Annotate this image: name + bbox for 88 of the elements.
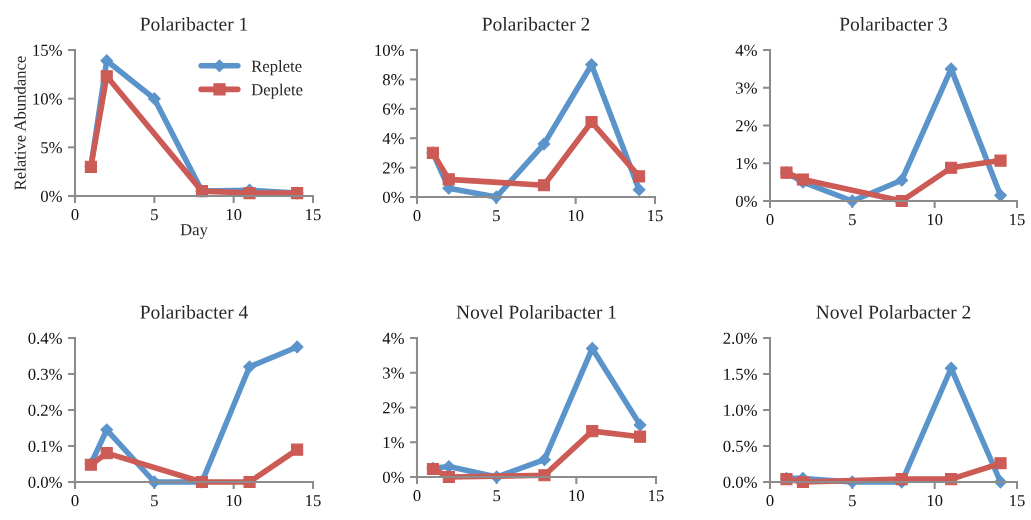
y-tick-label: 2% — [383, 402, 404, 414]
x-axis-title: Day — [180, 224, 208, 239]
point — [585, 342, 599, 355]
chart-title: Polaribacter 3 — [839, 17, 947, 31]
y-axis-title: Relative Abundance — [14, 56, 26, 190]
y-tick-label: 0% — [735, 195, 757, 207]
point — [633, 430, 647, 443]
point — [994, 457, 1007, 470]
x-tick-label: 15 — [648, 210, 663, 222]
x-tick-label: 5 — [849, 495, 856, 507]
y-tick-label: 10% — [33, 93, 62, 105]
y-tick-label: 1% — [736, 157, 757, 170]
point — [100, 423, 114, 437]
point — [633, 418, 647, 432]
x-tick-label: 10 — [927, 213, 943, 226]
y-tick-label: 0.5% — [723, 440, 757, 453]
y-tick-label: 0.0% — [723, 476, 757, 489]
x-tick-label: 5 — [151, 209, 158, 221]
point — [537, 179, 551, 192]
y-tick-label: 5% — [41, 142, 62, 154]
chart-title: Polaribacter 1 — [140, 17, 248, 31]
y-tick-label: 3% — [383, 367, 404, 379]
y-tick-label: 0.3% — [28, 368, 62, 381]
legend-label: Deplete — [251, 83, 303, 99]
point — [585, 115, 598, 129]
x-tick-label: 0 — [71, 208, 79, 221]
chart-title: Novel Polarbacter 2 — [816, 305, 971, 319]
y-tick-label: 0% — [40, 190, 62, 202]
y-tick-label: 3% — [736, 82, 757, 94]
x-tick-label: 5 — [849, 214, 856, 226]
x-tick-label: 5 — [493, 490, 501, 502]
x-tick-label: 0 — [71, 494, 79, 507]
point — [291, 443, 304, 456]
chart-title: Polaribacter 4 — [140, 305, 248, 319]
y-tick-label: 15% — [33, 44, 62, 56]
y-tick-label: 1% — [383, 436, 404, 449]
y-tick-label: 2.0% — [723, 332, 757, 345]
point — [290, 340, 304, 354]
y-tick-label: 2% — [383, 162, 404, 174]
x-tick-label: 10 — [226, 494, 242, 507]
point — [945, 161, 958, 174]
chart-title: Polaribacter 2 — [482, 17, 590, 31]
y-tick-label: 1.5% — [724, 368, 757, 381]
x-tick-label: 15 — [1010, 495, 1025, 507]
y-tick-label: 0.2% — [28, 404, 62, 417]
point — [147, 92, 161, 106]
point — [442, 460, 456, 473]
y-tick-label: 10% — [375, 44, 404, 56]
y-tick-label: 8% — [382, 74, 404, 86]
x-tick-label: 5 — [493, 210, 500, 222]
y-tick-label: 4% — [382, 332, 404, 344]
y-tick-label: 0% — [382, 471, 404, 483]
x-tick-label: 15 — [306, 495, 321, 507]
point — [632, 183, 646, 197]
point — [100, 70, 113, 83]
point — [100, 447, 113, 460]
x-tick-label: 15 — [649, 490, 664, 502]
point — [586, 425, 599, 438]
x-tick-label: 15 — [306, 209, 321, 221]
x-tick-label: 10 — [927, 494, 943, 507]
point — [243, 360, 256, 374]
y-tick-label: 0% — [382, 191, 404, 203]
point — [538, 453, 551, 467]
point — [537, 137, 551, 151]
x-tick-label: 0 — [766, 494, 774, 507]
legend-label: Replete — [251, 60, 302, 76]
y-tick-label: 0.0% — [28, 476, 62, 489]
point — [994, 154, 1007, 167]
y-tick-label: 4% — [735, 44, 757, 56]
chart-title: Novel Polaribacter 1 — [456, 305, 616, 319]
x-tick-label: 5 — [151, 495, 158, 507]
y-tick-label: 2% — [736, 120, 757, 132]
x-tick-label: 0 — [413, 489, 421, 502]
x-tick-label: 15 — [1010, 214, 1025, 226]
x-tick-label: 0 — [766, 213, 774, 226]
point — [895, 173, 909, 187]
y-tick-label: 6% — [383, 103, 404, 115]
x-tick-label: 10 — [568, 209, 584, 222]
y-tick-label: 0.1% — [28, 440, 62, 453]
x-tick-label: 10 — [569, 489, 585, 502]
point — [633, 170, 646, 183]
x-tick-label: 0 — [413, 209, 421, 222]
y-tick-label: 0.4% — [28, 332, 62, 345]
x-tick-label: 10 — [226, 208, 242, 221]
y-tick-label: 4% — [382, 132, 404, 145]
point — [442, 173, 455, 186]
point — [994, 188, 1007, 202]
y-tick-label: 1.0% — [724, 404, 757, 417]
